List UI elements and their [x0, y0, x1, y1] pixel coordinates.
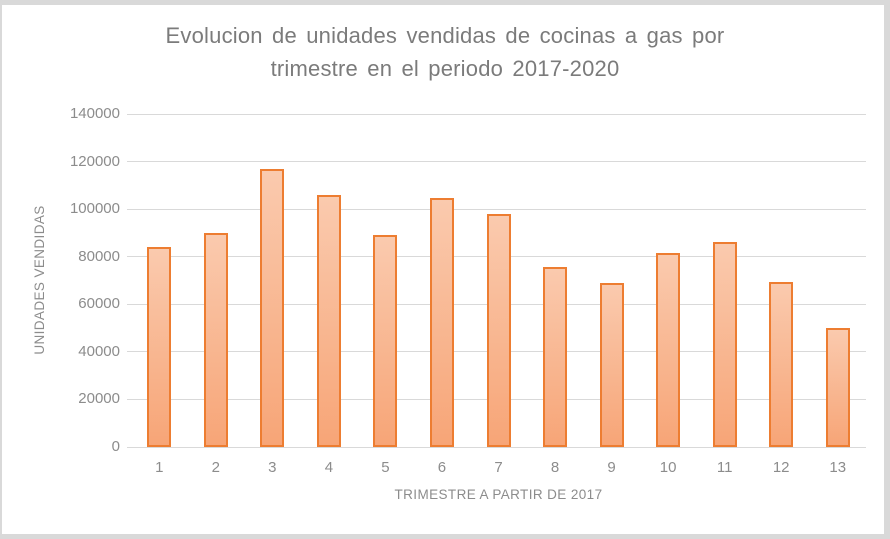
x-tick-label: 10 [659, 459, 677, 476]
bar-trimestre-10 [656, 253, 681, 447]
bar-trimestre-6 [429, 198, 454, 447]
gridline [127, 161, 866, 163]
y-tick-label: 100000 [69, 200, 120, 218]
bar-trimestre-4 [316, 194, 341, 447]
y-tick-label: 0 [111, 438, 120, 455]
x-tick-label: 4 [324, 459, 334, 476]
chart-title: Evolucion de unidades vendidas de cocina… [165, 23, 725, 81]
chart-frame-left [0, 0, 2, 539]
gridline [127, 446, 866, 448]
bar-trimestre-7 [486, 213, 511, 447]
plot-area [127, 113, 866, 448]
y-tick-label: 40000 [78, 342, 120, 360]
bar-trimestre-9 [599, 282, 624, 447]
bar-trimestre-13 [825, 328, 850, 447]
x-tick-label: 11 [716, 459, 733, 476]
x-tick-label: 7 [494, 459, 503, 476]
bar-trimestre-5 [373, 235, 398, 447]
chart-frame-top [0, 0, 890, 5]
chart-frame-bottom [0, 534, 890, 539]
y-tick-label: 140000 [69, 105, 120, 122]
y-tick-label: 60000 [78, 295, 120, 313]
x-tick-label: 8 [550, 459, 560, 476]
y-tick-label: 20000 [78, 390, 120, 408]
bar-trimestre-11 [712, 242, 737, 447]
gridline [127, 208, 866, 210]
x-tick-label: 2 [211, 459, 220, 476]
x-tick-label: 3 [268, 459, 277, 476]
x-tick-label: 13 [829, 459, 847, 476]
gridline [127, 113, 866, 115]
x-tick-label: 12 [772, 459, 790, 476]
bar-trimestre-12 [769, 281, 794, 447]
bar-trimestre-1 [147, 247, 172, 447]
x-tick-label: 6 [437, 459, 447, 476]
bar-trimestre-2 [203, 232, 228, 447]
x-axis-title: TRIMESTRE A PARTIR DE 2017 [394, 487, 603, 502]
y-tick-label: 120000 [69, 152, 120, 170]
y-tick-label: 80000 [78, 247, 120, 265]
bar-trimestre-8 [543, 267, 568, 447]
x-tick-label: 1 [155, 459, 164, 476]
x-tick-label: 5 [381, 459, 390, 476]
chart-frame-right [884, 0, 890, 539]
x-tick-label: 9 [607, 459, 616, 476]
bar-trimestre-3 [260, 168, 285, 447]
